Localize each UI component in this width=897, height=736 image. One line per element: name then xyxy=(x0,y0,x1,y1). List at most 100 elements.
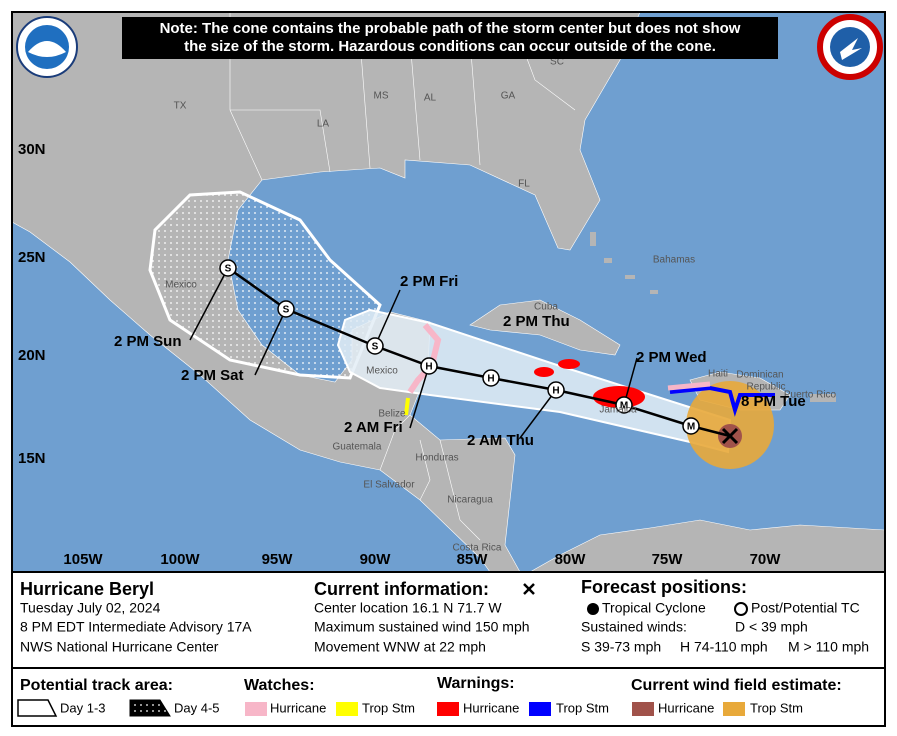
time-label: 2 PM Fri xyxy=(400,273,458,290)
place-label: Nicaragua xyxy=(447,495,493,506)
track-point xyxy=(615,396,633,414)
watch-hurricane-swatch xyxy=(245,702,267,716)
map-labels: 30N 25N 20N 15N 105W 100W 95W 90W 85W 80W 75W 70W TX… xyxy=(18,57,837,568)
ptc-symbol xyxy=(734,602,748,616)
legend-heading: Current wind field estimate: xyxy=(631,677,842,694)
lat-label: 15N xyxy=(18,450,46,467)
bahamas xyxy=(590,232,658,294)
day13-swatch xyxy=(17,699,58,717)
place-label: Cuba xyxy=(534,302,558,313)
place-label: Mexico xyxy=(165,280,197,291)
current-line: Movement WNW at 22 mph xyxy=(314,639,486,655)
track-letter: M xyxy=(687,422,695,433)
place-label: El Salvador xyxy=(363,480,415,491)
legend-item: Day 4-5 xyxy=(174,700,220,715)
notice-line: the size of the storm. Hazardous conditi… xyxy=(184,38,716,55)
legend-item: Trop Stm xyxy=(750,700,803,715)
track-letter: H xyxy=(487,374,494,385)
cone-day4-5 xyxy=(148,190,382,380)
place-label: Republic xyxy=(747,382,786,393)
track-letter: M xyxy=(620,401,628,412)
place-label: MS xyxy=(374,91,389,102)
trop-storm-warning xyxy=(669,385,775,417)
track-point xyxy=(547,381,565,399)
wind-class: D < 39 mph xyxy=(735,619,808,635)
track-point xyxy=(482,369,500,387)
place-label: Puerto Rico xyxy=(784,390,837,401)
time-label: 2 PM Wed xyxy=(636,349,707,366)
lon-label: 80W xyxy=(555,551,587,568)
legend-item: Trop Stm xyxy=(556,700,609,715)
legend-heading: Watches: xyxy=(244,677,315,694)
wind-hurricane-swatch xyxy=(632,702,654,716)
time-label: 2 PM Sat xyxy=(181,367,244,384)
legend-item: Hurricane xyxy=(270,700,326,715)
time-label: 2 AM Thu xyxy=(467,432,534,449)
track-letter: H xyxy=(552,386,559,397)
label-leaders xyxy=(189,267,638,439)
place-label: Belize xyxy=(378,409,406,420)
track-point xyxy=(366,337,384,355)
storm-name: Hurricane Beryl xyxy=(20,579,154,599)
place-label: Jamaica xyxy=(599,405,637,416)
advisory: 8 PM EDT Intermediate Advisory 17A xyxy=(20,619,252,635)
legend-heading: Warnings: xyxy=(437,675,515,692)
watch-ts-swatch xyxy=(336,702,358,716)
wind-class: S 39-73 mph xyxy=(581,639,661,655)
notice-box xyxy=(122,17,778,59)
track-letter: S xyxy=(372,342,379,353)
track-points: M M H H H S S S xyxy=(219,259,700,435)
wind-class: H 74-110 mph xyxy=(680,639,768,655)
place-label: FL xyxy=(518,179,530,190)
track-point xyxy=(277,300,295,318)
notice-line: Note: The cone contains the probable pat… xyxy=(160,20,741,37)
puerto-rico xyxy=(810,394,836,402)
lon-label: 70W xyxy=(750,551,782,568)
date: Tuesday July 02, 2024 xyxy=(20,600,161,616)
place-label: Guatemala xyxy=(333,442,382,453)
wind-class: M > 110 mph xyxy=(788,639,869,655)
track-letter: S xyxy=(283,305,290,316)
time-label: 2 PM Sun xyxy=(114,333,182,350)
legend-heading: Potential track area: xyxy=(20,677,173,694)
current-line: Maximum sustained wind 150 mph xyxy=(314,619,530,635)
day45-dots xyxy=(129,699,171,717)
legend-item: Day 1-3 xyxy=(60,700,106,715)
track-letter: H xyxy=(425,362,432,373)
wind-ts-swatch xyxy=(723,702,745,716)
time-label: 2 PM Thu xyxy=(503,313,570,330)
track-letter: S xyxy=(225,264,232,275)
current-line: Center location 16.1 N 71.7 W xyxy=(314,600,502,616)
trop-storm-watch xyxy=(404,397,410,416)
issuer: NWS National Hurricane Center xyxy=(20,639,219,655)
place-label: Costa Rica xyxy=(453,543,502,554)
lon-label: 75W xyxy=(652,551,684,568)
lon-label: 95W xyxy=(262,551,294,568)
lat-label: 30N xyxy=(18,141,46,158)
lon-label: 100W xyxy=(160,551,200,568)
place-label: Honduras xyxy=(415,453,458,464)
warning-ts-swatch xyxy=(529,702,551,716)
track-point xyxy=(682,417,700,435)
ptc-label: Post/Potential TC xyxy=(751,600,860,616)
forecast-heading: Forecast positions: xyxy=(581,577,747,597)
track-point xyxy=(420,357,438,375)
lat-label: 20N xyxy=(18,347,46,364)
place-label: LA xyxy=(317,119,330,130)
noaa-logo xyxy=(16,16,78,78)
legend-item: Hurricane xyxy=(463,700,519,715)
current-position xyxy=(721,427,739,445)
time-label: 2 AM Fri xyxy=(344,419,403,436)
sustained-label: Sustained winds: xyxy=(581,619,687,635)
legend-item: Trop Stm xyxy=(362,700,415,715)
current-symbol xyxy=(523,583,535,595)
time-label: 8 PM Tue xyxy=(741,393,806,410)
place-label: Haiti xyxy=(708,369,728,380)
place-label: Mexico xyxy=(366,366,398,377)
nws-logo xyxy=(817,14,883,80)
tc-label: Tropical Cyclone xyxy=(602,600,706,616)
place-label: Bahamas xyxy=(653,255,695,266)
place-label: SC xyxy=(550,57,564,68)
legend-item: Hurricane xyxy=(658,700,714,715)
